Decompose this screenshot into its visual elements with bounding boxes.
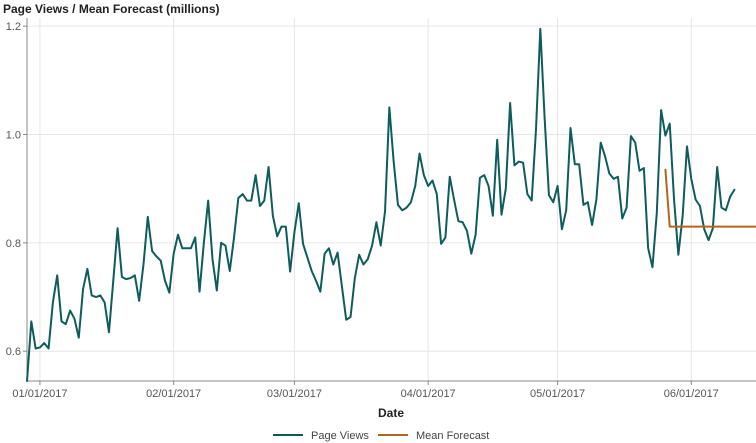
y-tick-label: 1.0 [6, 129, 21, 141]
x-axis: 01/01/2017 02/01/2017 03/01/2017 04/01/2017… [12, 381, 719, 400]
y-tick-label: 1.2 [6, 21, 21, 33]
axis-frame [26, 18, 756, 382]
x-tick-label: 03/01/2017 [267, 388, 322, 400]
series-group [26, 27, 756, 382]
legend: Page Views Mean Forecast [273, 430, 489, 442]
y-tick-label: 0.8 [6, 238, 21, 250]
series-line-page-views [26, 27, 736, 382]
y-axis: 0.6 0.8 1.0 1.2 [6, 21, 27, 358]
x-axis-label: Date [378, 406, 404, 420]
series-line-mean-forecast [664, 168, 756, 228]
legend-label: Page Views [311, 430, 369, 442]
x-tick-label: 06/01/2017 [664, 388, 719, 400]
legend-label: Mean Forecast [416, 430, 489, 442]
x-tick-label: 04/01/2017 [401, 388, 456, 400]
x-tick-label: 02/01/2017 [146, 388, 201, 400]
y-axis-label: Page Views / Mean Forecast (millions) [3, 2, 220, 16]
x-tick-label: 05/01/2017 [530, 388, 585, 400]
grid-lines [27, 18, 756, 381]
x-tick-label: 01/01/2017 [12, 388, 67, 400]
y-tick-label: 0.6 [6, 346, 21, 358]
